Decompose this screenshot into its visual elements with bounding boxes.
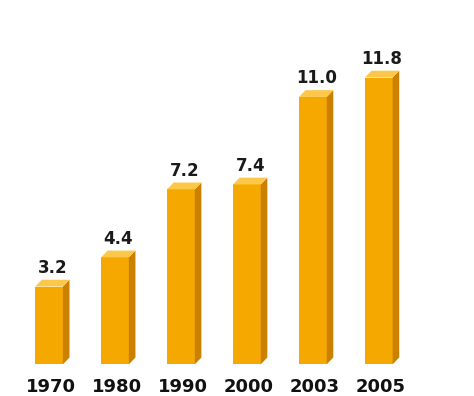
Polygon shape bbox=[365, 71, 399, 78]
Text: 7.4: 7.4 bbox=[236, 157, 265, 175]
Polygon shape bbox=[327, 90, 333, 364]
Text: 4.4: 4.4 bbox=[103, 230, 133, 248]
Polygon shape bbox=[365, 78, 392, 364]
Polygon shape bbox=[233, 178, 267, 185]
Polygon shape bbox=[167, 183, 201, 189]
Polygon shape bbox=[35, 287, 63, 364]
Polygon shape bbox=[233, 185, 261, 364]
Text: 1970: 1970 bbox=[26, 378, 76, 396]
Text: 3.2: 3.2 bbox=[37, 259, 67, 277]
Text: 11.8: 11.8 bbox=[362, 50, 402, 68]
Polygon shape bbox=[129, 251, 136, 364]
Text: 11.0: 11.0 bbox=[296, 69, 337, 87]
Polygon shape bbox=[167, 189, 195, 364]
Text: 2005: 2005 bbox=[356, 378, 406, 396]
Polygon shape bbox=[195, 183, 201, 364]
Text: 2000: 2000 bbox=[224, 378, 274, 396]
Polygon shape bbox=[392, 71, 399, 364]
Polygon shape bbox=[299, 97, 327, 364]
Polygon shape bbox=[261, 178, 267, 364]
Text: 2003: 2003 bbox=[290, 378, 340, 396]
Text: 1990: 1990 bbox=[158, 378, 208, 396]
Polygon shape bbox=[101, 257, 129, 364]
Text: 1980: 1980 bbox=[92, 378, 142, 396]
Polygon shape bbox=[299, 90, 333, 97]
Polygon shape bbox=[63, 280, 70, 364]
Text: 7.2: 7.2 bbox=[169, 162, 199, 180]
Polygon shape bbox=[35, 280, 70, 287]
Polygon shape bbox=[101, 251, 136, 257]
